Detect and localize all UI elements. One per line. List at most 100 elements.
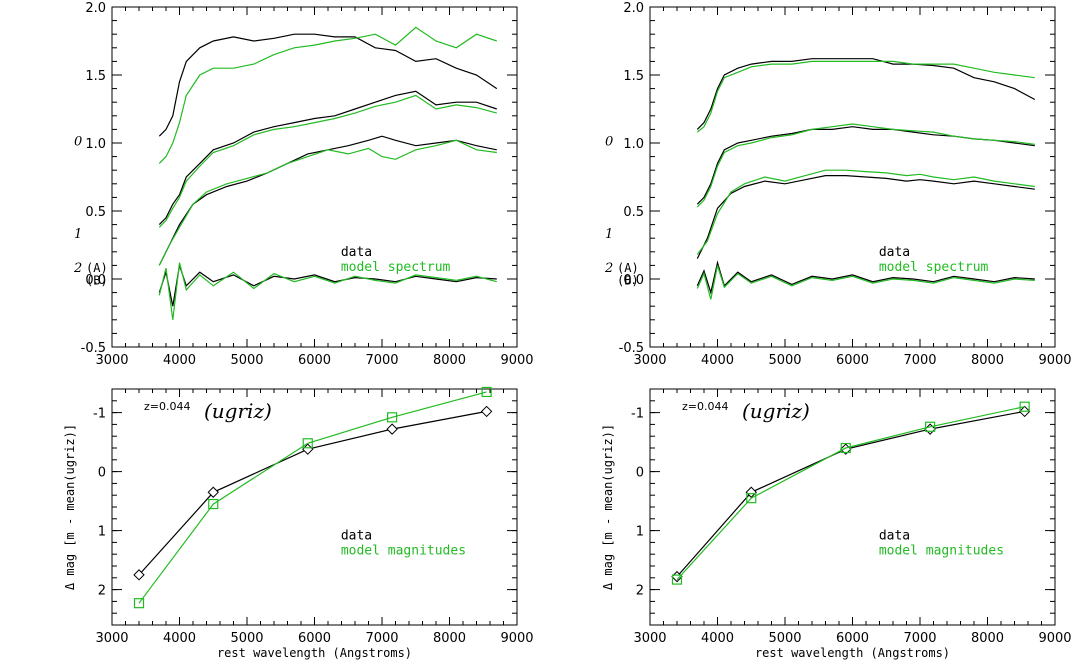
x-tick-label: 8000	[433, 353, 466, 368]
plot-frame	[111, 388, 518, 626]
legend-model-label: model spectrum	[341, 260, 451, 275]
y-tick-label: 1.0	[85, 137, 106, 152]
x-axis-title: rest wavelength (Angstroms)	[755, 646, 950, 660]
x-tick-label: 8000	[971, 631, 1004, 646]
x-tick-label: 3000	[95, 631, 128, 646]
y-tick-label: 1.5	[85, 69, 106, 84]
offset-label-1: 1	[605, 227, 613, 242]
x-tick-label: 4000	[701, 631, 734, 646]
series-line-model	[696, 265, 1035, 300]
data-point-diamond	[386, 423, 398, 435]
offset-label-2: 2	[73, 261, 82, 276]
y-tick-label: 0	[636, 466, 644, 481]
y-tick-label: 1	[636, 525, 644, 540]
panel-bottom-right: 3000 4000 5000 6000 7000 8000 9000 2 1 0 -1 datamod…	[601, 388, 1072, 660]
x-tick-label: 5000	[768, 631, 801, 646]
series-line-data	[696, 260, 1035, 295]
series-line-model	[696, 169, 1035, 255]
x-tick-label: 9000	[1038, 631, 1071, 646]
x-tick-label: 5000	[230, 631, 263, 646]
x-tick-label: 3000	[633, 353, 666, 368]
y-tick-label: 1.0	[623, 137, 644, 152]
x-tick-label: 6000	[298, 631, 331, 646]
x-tick-label: 5000	[768, 353, 801, 368]
data-point-diamond	[480, 405, 493, 418]
label-a: (A)	[617, 261, 639, 275]
plot-frame	[111, 6, 518, 348]
y-tick-label: -1	[93, 407, 106, 422]
y-tick-label: -0.5	[619, 341, 644, 356]
x-tick-label: 7000	[903, 353, 936, 368]
label-b: (B)	[617, 273, 639, 287]
y-tick-label: -1	[631, 407, 644, 422]
y-tick-label: 2	[636, 584, 644, 599]
model-point-square	[133, 598, 145, 609]
x-tick-label: 4000	[163, 353, 196, 368]
model-point-square	[208, 498, 219, 510]
y-tick-label: -0.5	[81, 341, 106, 356]
model-point-square	[671, 574, 683, 585]
data-point-diamond	[133, 569, 145, 581]
series-line-data	[696, 58, 1036, 130]
series-line-model	[676, 406, 1025, 581]
panel-top-right: 3000 4000 5000 6000 7000 8000 9000 -0.5 0.0 0.5 1.…	[604, 1, 1072, 368]
x-tick-label: 6000	[298, 353, 331, 368]
label-b: (B)	[86, 273, 108, 287]
model-point-square	[840, 442, 851, 454]
offset-label-0: 0	[605, 135, 613, 150]
model-point-square	[481, 386, 492, 398]
series-line-model	[696, 123, 1035, 208]
panel-bottom-left: 3000 4000 5000 6000 7000 8000 9000 2 1 0 -1 datamod…	[63, 386, 534, 660]
x-tick-label: 6000	[836, 631, 869, 646]
series-line-model	[138, 391, 487, 604]
x-tick-label: 8000	[433, 631, 466, 646]
plot-frame	[649, 388, 1056, 626]
series-line-model	[158, 139, 497, 266]
model-point-square	[746, 493, 757, 504]
x-tick-label: 9000	[500, 631, 533, 646]
x-tick-label: 9000	[500, 353, 533, 368]
panel-top-left: 3000 4000 5000 6000 7000 8000 9000 -0.5 0.0 0.5 1.…	[73, 1, 534, 368]
series-line-data	[158, 90, 497, 226]
y-axis-title: Δ mag [m - mean(ugriz)]	[63, 424, 77, 590]
redshift-label: z=0.044	[144, 400, 190, 413]
series-line-data	[696, 126, 1035, 205]
series-line-model	[158, 262, 497, 320]
series-line-data	[158, 33, 498, 137]
y-tick-label: 0.0	[85, 273, 106, 288]
series-line-model	[158, 94, 497, 228]
y-tick-label: 0.0	[623, 273, 644, 288]
offset-label-0: 0	[74, 135, 82, 150]
model-point-square	[925, 421, 936, 432]
x-tick-label: 3000	[95, 353, 128, 368]
legend-model-label: model magnitudes	[879, 543, 1004, 558]
y-tick-label: 2.0	[623, 1, 644, 16]
y-axis-title: Δ mag [m - mean(ugriz)]	[601, 424, 615, 590]
series-line-model	[158, 26, 497, 164]
y-tick-label: 1	[98, 525, 106, 540]
redshift-label: z=0.044	[682, 400, 728, 413]
legend-data-label: data	[341, 245, 372, 260]
data-point-diamond	[745, 486, 757, 498]
ugriz-label: (ugriz)	[204, 399, 272, 423]
y-tick-label: 2.0	[85, 1, 106, 16]
x-tick-label: 7000	[365, 353, 398, 368]
x-tick-label: 9000	[1038, 353, 1071, 368]
x-axis-title: rest wavelength (Angstroms)	[217, 646, 412, 660]
x-tick-label: 7000	[903, 631, 936, 646]
y-tick-label: 0.5	[85, 205, 106, 220]
x-tick-label: 8000	[971, 353, 1004, 368]
legend-data-label: data	[341, 528, 372, 543]
model-point-square	[302, 438, 313, 449]
legend-data-label: data	[879, 245, 910, 260]
model-point-square	[1019, 401, 1030, 412]
x-tick-label: 4000	[163, 631, 196, 646]
y-tick-label: 1.5	[623, 69, 644, 84]
y-tick-label: 2	[98, 584, 106, 599]
ugriz-label: (ugriz)	[742, 399, 810, 423]
label-a: (A)	[86, 261, 108, 275]
x-tick-label: 7000	[365, 631, 398, 646]
y-tick-label: 0.5	[623, 205, 644, 220]
x-tick-label: 4000	[701, 353, 734, 368]
